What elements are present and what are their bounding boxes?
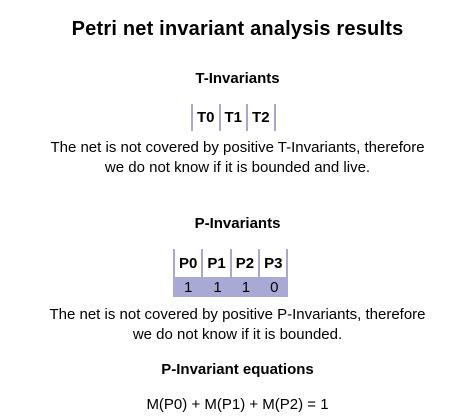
p-invariants-column-header: P1	[203, 249, 232, 277]
equations-heading: P-Invariant equations	[161, 361, 314, 378]
t-invariants-message-line: The net is not covered by positive T-Inv…	[50, 139, 425, 156]
p-invariants-message-line: we do not know if it is bounded.	[132, 326, 343, 343]
p-invariants-message: The net is not covered by positive P-Inv…	[0, 305, 475, 345]
t-invariants-message-line: we do not know if it is bounded and live…	[104, 159, 371, 176]
t-invariants-header-row: T0 T1 T2	[191, 104, 276, 131]
p-invariant-cell: 1	[173, 277, 204, 297]
p-invariant-cell: 1	[203, 277, 232, 297]
p-invariants-column-header: P0	[173, 249, 204, 277]
t-invariants-column-header: T2	[248, 104, 276, 131]
p-invariant-cell: 0	[260, 277, 289, 297]
t-invariants-table: T0 T1 T2	[191, 104, 276, 131]
invariant-equation: M(P0) + M(P1) + M(P2) = 1	[146, 396, 329, 413]
p-invariants-header-row: P0 P1 P2 P3	[173, 249, 289, 277]
t-invariants-column-header: T0	[191, 104, 221, 131]
t-invariants-column-header: T1	[220, 104, 249, 131]
p-invariants-message-line: The net is not covered by positive P-Inv…	[49, 306, 426, 323]
t-invariants-message: The net is not covered by positive T-Inv…	[0, 138, 475, 178]
p-invariants-table: P0 P1 P2 P3 1 1 1 0	[173, 249, 289, 297]
p-invariant-cell: 1	[231, 277, 261, 297]
p-invariants-column-header: P3	[260, 249, 289, 277]
page-title: Petri net invariant analysis results	[71, 18, 404, 40]
t-invariants-heading: T-Invariants	[195, 70, 280, 87]
p-invariants-column-header: P2	[231, 249, 261, 277]
table-row: 1 1 1 0	[173, 277, 289, 297]
p-invariants-heading: P-Invariants	[194, 215, 281, 232]
